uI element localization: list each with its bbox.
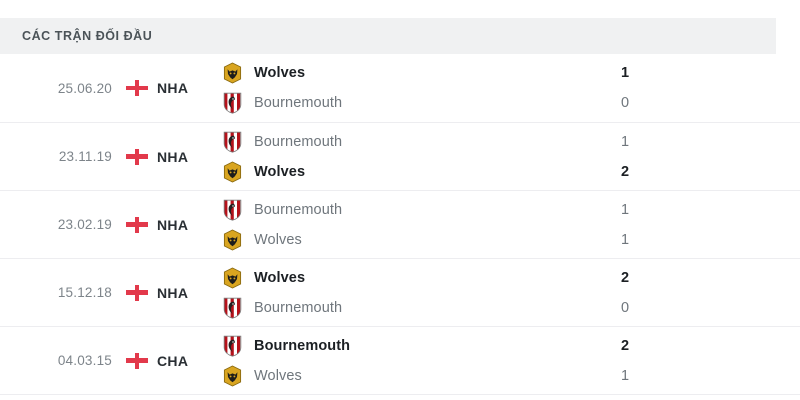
home-team-name: Wolves	[254, 65, 306, 81]
away-score-line: 2	[604, 161, 800, 183]
england-flag-icon	[126, 352, 148, 369]
match-competition: CHA	[112, 352, 220, 369]
away-score-line: 0	[604, 297, 800, 319]
match-row[interactable]: 23.02.19 NHA Bournemouth Wolves 1 1	[0, 190, 800, 258]
competition-code: NHA	[157, 80, 189, 96]
match-row[interactable]: 23.11.19 NHA Bournemouth Wolves 1 2	[0, 122, 800, 190]
away-team-name: Wolves	[254, 231, 302, 248]
home-team: Bournemouth	[222, 335, 604, 357]
home-team-name: Bournemouth	[254, 201, 343, 218]
match-competition: NHA	[112, 216, 220, 233]
bournemouth-crest-icon	[223, 199, 242, 221]
away-team-name: Wolves	[254, 367, 302, 384]
away-team-name: Bournemouth	[254, 95, 343, 111]
england-flag-icon	[126, 80, 148, 96]
match-date: 25.06.20	[57, 80, 112, 96]
away-score: 2	[621, 163, 630, 180]
wolves-crest-icon	[223, 364, 242, 387]
away-score: 1	[621, 231, 630, 248]
away-team-name: Bournemouth	[254, 299, 343, 316]
home-score-line: 2	[604, 335, 800, 357]
away-team: Bournemouth	[222, 297, 604, 319]
competition-code: CHA	[157, 352, 189, 369]
match-row[interactable]: 15.12.18 NHA Wolves Bournemouth 2 0	[0, 258, 800, 326]
match-date: 04.03.15	[57, 353, 112, 368]
match-teams: Bournemouth Wolves	[220, 199, 604, 251]
wolves-crest-icon	[223, 62, 242, 84]
match-competition: NHA	[112, 80, 220, 96]
home-team: Wolves	[222, 266, 604, 289]
home-team: Wolves	[222, 62, 604, 84]
away-score-line: 1	[604, 365, 800, 387]
match-list: 25.06.20 NHA Wolves Bournemouth 1 0 23.11.19 NH…	[0, 54, 800, 395]
home-score-line: 2	[604, 267, 800, 289]
competition-code: NHA	[157, 216, 189, 233]
away-team: Wolves	[222, 364, 604, 387]
home-team-name: Bournemouth	[254, 133, 343, 150]
match-teams: Wolves Bournemouth	[220, 266, 604, 319]
bournemouth-crest-icon	[223, 131, 242, 153]
home-team-name: Bournemouth	[254, 337, 351, 354]
match-teams: Bournemouth Wolves	[220, 335, 604, 387]
section-header: CÁC TRẬN ĐỐI ĐẦU	[0, 18, 776, 54]
home-score: 2	[621, 269, 630, 286]
bournemouth-crest-icon	[223, 335, 242, 357]
bournemouth-crest-icon	[223, 297, 242, 319]
away-score: 0	[621, 299, 630, 316]
wolves-crest-icon	[223, 160, 242, 183]
match-row[interactable]: 25.06.20 NHA Wolves Bournemouth 1 0	[0, 54, 800, 122]
home-score: 1	[621, 133, 630, 150]
away-team-name: Wolves	[254, 163, 306, 180]
match-teams: Bournemouth Wolves	[220, 131, 604, 183]
home-score-line: 1	[604, 62, 800, 84]
home-score-line: 1	[604, 131, 800, 153]
match-competition: NHA	[112, 284, 220, 301]
away-score: 0	[621, 95, 630, 111]
away-team: Bournemouth	[222, 92, 604, 114]
england-flag-icon	[126, 148, 148, 165]
match-teams: Wolves Bournemouth	[220, 62, 604, 114]
match-row[interactable]: 04.03.15 CHA Bournemouth Wolves 2 1	[0, 326, 800, 394]
competition-code: NHA	[157, 148, 189, 165]
england-flag-icon	[126, 216, 148, 233]
match-date: 23.02.19	[57, 217, 112, 232]
away-team: Wolves	[222, 228, 604, 251]
match-date: 15.12.18	[57, 285, 112, 300]
home-team-name: Wolves	[254, 269, 306, 286]
away-score-line: 0	[604, 92, 800, 114]
home-score: 1	[621, 201, 630, 218]
competition-code: NHA	[157, 284, 189, 301]
match-date: 23.11.19	[58, 149, 112, 164]
home-team: Bournemouth	[222, 131, 604, 153]
home-score: 2	[621, 337, 630, 354]
away-score-line: 1	[604, 229, 800, 251]
away-team: Wolves	[222, 160, 604, 183]
section-header-title: CÁC TRẬN ĐỐI ĐẦU	[22, 29, 153, 43]
home-score-line: 1	[604, 199, 800, 221]
home-team: Bournemouth	[222, 199, 604, 221]
bournemouth-crest-icon	[223, 92, 242, 114]
home-score: 1	[621, 65, 630, 81]
match-competition: NHA	[112, 148, 220, 165]
away-score: 1	[621, 367, 630, 384]
wolves-crest-icon	[223, 228, 242, 251]
wolves-crest-icon	[223, 266, 242, 289]
england-flag-icon	[126, 284, 148, 301]
